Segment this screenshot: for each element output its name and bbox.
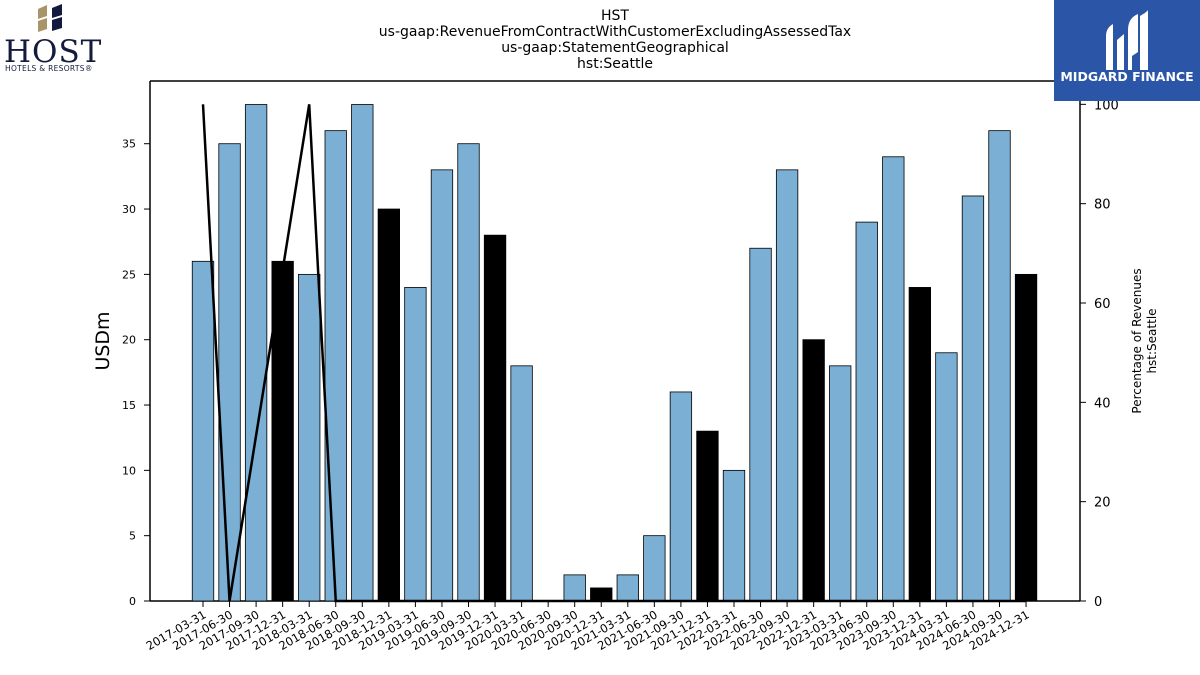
chart-title-line: us-gaap:StatementGeographical [501,40,729,56]
y2-axis-title-line-1: Percentage of Revenues [1130,268,1144,413]
bar-2020-12-31 [590,587,613,602]
bar-series [191,104,1038,602]
bar-2023-03-31 [829,365,852,602]
y-tick-label: 25 [122,268,136,281]
y-tick-label: 5 [129,530,136,543]
y2-tick-label: 20 [1094,496,1111,511]
bar-2024-09-30 [988,130,1011,602]
bar-2021-03-31 [616,574,639,602]
bar-2022-09-30 [775,169,799,602]
bar-2024-06-30 [961,195,985,602]
chart-title-line: HST [601,8,629,24]
y2-axis-title-line-2: hst:Seattle [1145,308,1159,373]
host-logo-mark-icon [38,4,62,32]
bar-2020-09-30 [563,574,586,602]
y-tick-label: 30 [122,203,136,216]
y2-tick-label: 0 [1094,595,1102,610]
x-axis-ticks: 2017-03-312017-06-302017-09-302017-12-31… [144,601,1032,653]
y2-axis-title: Percentage of Revenues hst:Seattle [1130,268,1159,413]
y-axis-title: USDm [92,311,114,370]
midgard-logo-mark-icon [1106,10,1148,70]
y2-tick-label: 60 [1094,297,1111,312]
bar-2020-03-31 [510,365,533,602]
y-tick-label: 0 [129,595,136,608]
bar-2018-09-30 [351,104,374,602]
bar-2017-09-30 [244,104,268,602]
host-logo-wordmark: HOST [4,34,102,70]
y2-tick-label: 100 [1094,98,1119,113]
y-tick-label: 15 [122,399,136,412]
bar-2023-09-30 [882,156,905,602]
midgard-finance-logo: MIDGARD FINANCE [1054,0,1200,101]
bar-2022-03-31 [722,469,746,602]
bar-2018-12-31 [377,208,401,602]
y2-tick-label: 80 [1094,198,1111,213]
y2-tick-label: 40 [1094,396,1111,411]
bar-2019-09-30 [457,143,480,602]
bar-2024-12-31 [1014,273,1038,602]
left-axis-ticks: 0 5 10 15 20 25 30 35 [122,138,150,608]
bar-2019-12-31 [483,234,507,602]
chart-title: HSTus-gaap:RevenueFromContractWithCustom… [379,8,851,72]
chart-title-line: us-gaap:RevenueFromContractWithCustomerE… [379,24,851,40]
percentage-line-series [201,104,1027,603]
host-logo-tagline: HOTELS & RESORTS® [5,64,93,73]
bar-2023-12-31 [908,287,931,602]
bar-2019-06-30 [430,169,454,602]
right-axis-ticks: 0 20 40 60 80 100 [1080,98,1119,610]
bar-2024-03-31 [935,352,958,602]
bar-2017-06-30 [218,143,241,602]
y-tick-label: 20 [122,334,136,347]
midgard-logo-background [1054,0,1200,101]
bar-2017-03-31 [191,260,215,602]
bar-2021-06-30 [643,535,666,602]
midgard-logo-wordmark: MIDGARD FINANCE [1060,69,1193,84]
bar-2018-06-30 [324,130,347,602]
y-tick-label: 10 [122,464,136,477]
bar-2023-06-30 [855,221,878,602]
bar-2022-06-30 [749,247,772,602]
host-logo: HOST HOTELS & RESORTS® [4,4,102,73]
bar-2018-03-31 [298,273,321,602]
chart-title-line: hst:Seattle [577,56,653,72]
bar-2021-12-31 [696,430,719,602]
percentage-line [201,104,1027,603]
y-tick-label: 35 [122,138,136,151]
bar-2019-03-31 [404,287,427,602]
bar-2021-09-30 [669,391,693,602]
bar-2022-12-31 [802,339,825,602]
